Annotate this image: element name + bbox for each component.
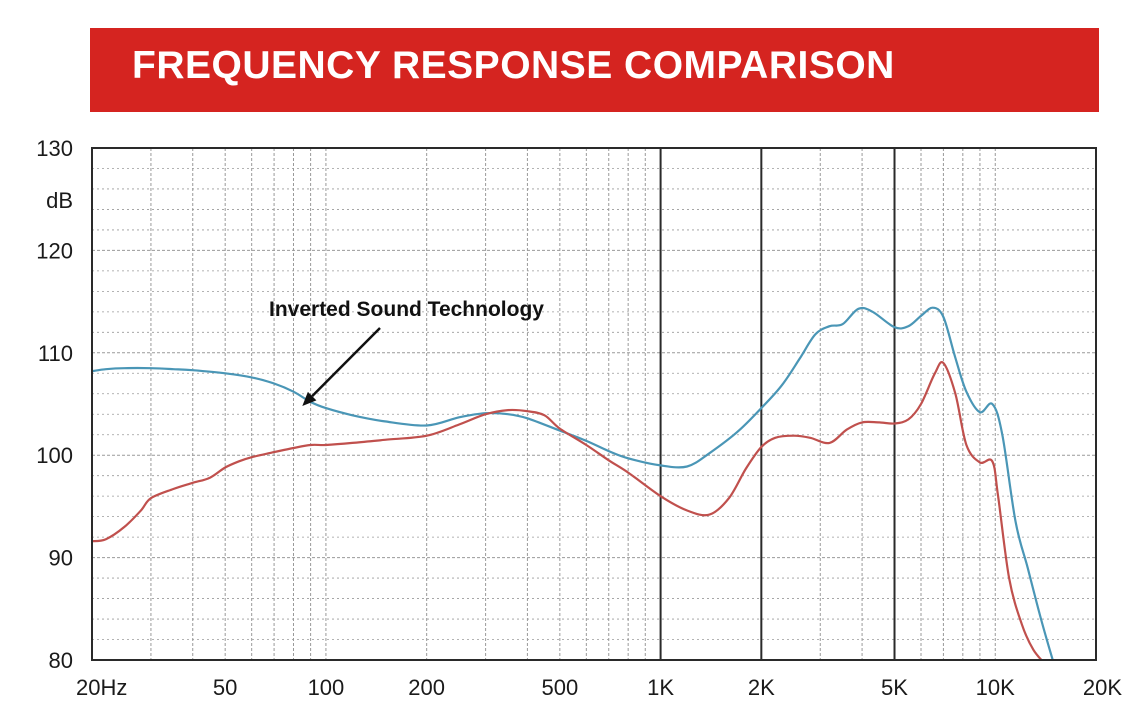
chart-title: FREQUENCY RESPONSE COMPARISON [132, 44, 895, 87]
y-tick-labels: 80 90 100 110 120 130 [36, 136, 73, 673]
y-tick-label: 90 [49, 546, 73, 571]
x-tick-label: 20K [1083, 675, 1122, 700]
minor-gridlines [92, 148, 1096, 660]
y-tick-label: 130 [36, 136, 73, 161]
y-axis-unit-label: dB [46, 188, 73, 213]
series-layer [92, 306, 1054, 660]
x-tick-label: 50 [213, 675, 237, 700]
annotation-arrow [311, 327, 381, 397]
title-banner: FREQUENCY RESPONSE COMPARISON [90, 28, 1099, 112]
series-line-blue [92, 306, 1054, 660]
x-tick-label: 5K [881, 675, 908, 700]
y-tick-label: 100 [36, 443, 73, 468]
series-line-red [92, 361, 1043, 660]
x-tick-label: 500 [541, 675, 578, 700]
x-tick-label: 20Hz [76, 675, 127, 700]
x-tick-label: 10K [976, 675, 1015, 700]
plot-frame [91, 147, 1097, 661]
y-tick-label: 80 [49, 648, 73, 673]
x-tick-label: 2K [748, 675, 775, 700]
annotation: Inverted Sound Technology [269, 298, 544, 406]
annotation-label: Inverted Sound Technology [269, 298, 544, 321]
y-tick-label: 110 [38, 341, 73, 366]
x-tick-labels: 20Hz 50 100 200 500 1K 2K 5K 10K 20K [76, 675, 1122, 700]
y-tick-label: 120 [36, 238, 73, 263]
annotation-arrowhead [302, 391, 317, 406]
x-tick-label: 1K [647, 675, 674, 700]
x-tick-label: 100 [308, 675, 345, 700]
x-tick-label: 200 [408, 675, 445, 700]
major-gridlines [659, 148, 896, 660]
